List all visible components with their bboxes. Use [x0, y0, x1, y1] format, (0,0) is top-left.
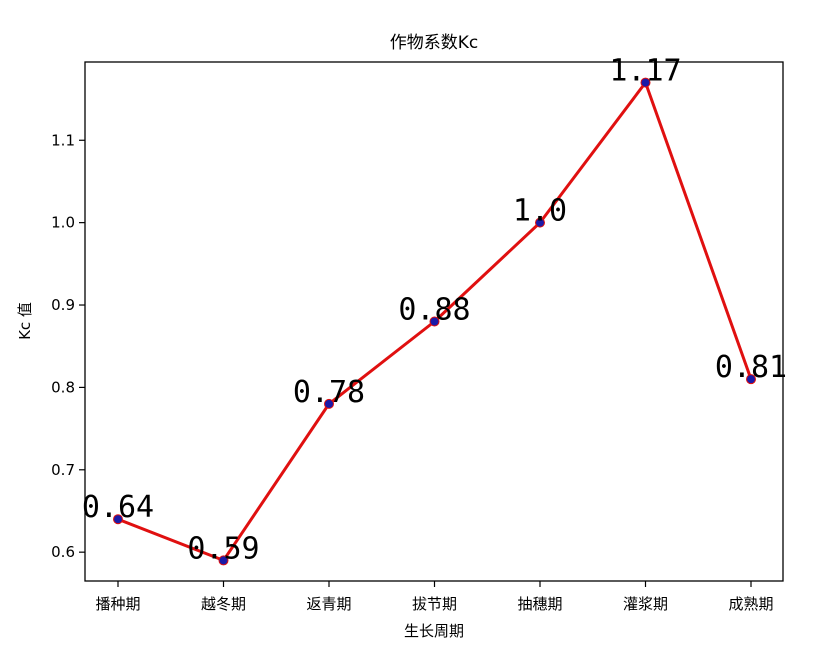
data-point-markers	[113, 77, 756, 566]
data-label: 0.64	[82, 490, 154, 525]
y-tick-label: 0.8	[51, 378, 75, 396]
data-label: 0.88	[398, 293, 470, 328]
data-label: 0.59	[187, 531, 259, 566]
x-axis-label: 生长周期	[404, 622, 464, 640]
y-tick-label: 0.6	[51, 543, 75, 561]
y-tick-label: 0.9	[51, 296, 75, 314]
data-label: 0.81	[715, 350, 787, 385]
x-axis-ticks: 播种期 越冬期 返青期 拔节期 抽穗期 灌浆期 成熟期	[95, 581, 774, 613]
data-point	[218, 555, 229, 566]
y-tick-label: 1.1	[51, 131, 75, 149]
x-tick-label: 成熟期	[728, 595, 773, 613]
plot-frame	[84, 61, 784, 582]
x-tick-label: 灌浆期	[623, 595, 668, 613]
data-point	[640, 77, 651, 88]
data-label: 0.78	[293, 375, 365, 410]
x-tick-label: 抽穗期	[517, 595, 562, 613]
data-label: 1.0	[513, 194, 567, 229]
data-point	[324, 398, 334, 409]
y-axis-label: Kc 值	[16, 302, 34, 340]
data-point	[746, 374, 756, 385]
y-tick-label: 1.0	[51, 214, 75, 232]
data-point	[113, 514, 123, 525]
data-point	[535, 217, 545, 228]
x-tick-label: 返青期	[306, 595, 351, 613]
x-tick-label: 越冬期	[201, 595, 246, 613]
x-tick-label: 播种期	[95, 595, 140, 613]
data-label: 1.17	[609, 54, 681, 89]
x-tick-label: 拔节期	[412, 595, 457, 613]
y-axis-ticks: 0.6 0.7 0.8 0.9 1.0 1.1	[51, 131, 85, 561]
y-tick-label: 0.7	[51, 461, 75, 479]
data-point	[429, 316, 440, 327]
chart-title: 作物系数Kc	[390, 33, 479, 53]
data-labels: 0.64 0.59 0.78 0.88 1.0 1.17 0.81	[82, 54, 787, 567]
